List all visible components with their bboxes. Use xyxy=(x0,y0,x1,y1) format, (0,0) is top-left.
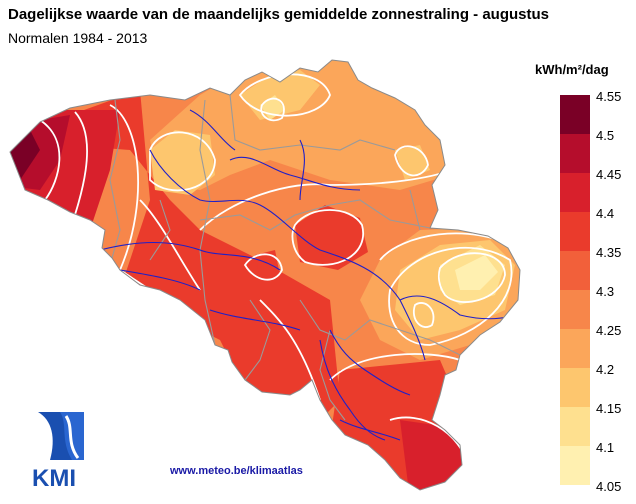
legend-label: 4.25 xyxy=(596,323,622,338)
legend-swatch xyxy=(560,95,590,134)
legend-label: 4.15 xyxy=(596,401,622,416)
legend-label: 4.3 xyxy=(596,284,615,299)
legend-label: 4.05 xyxy=(596,479,622,494)
legend-swatch xyxy=(560,368,590,407)
legend-swatch xyxy=(560,290,590,329)
legend-swatch xyxy=(560,173,590,212)
map-subtitle: Normalen 1984 - 2013 xyxy=(8,30,148,46)
legend-label: 4.35 xyxy=(596,245,622,260)
legend-label: 4.2 xyxy=(596,362,615,377)
legend-swatch xyxy=(560,329,590,368)
legend-label: 4.5 xyxy=(596,128,615,143)
legend-swatch xyxy=(560,251,590,290)
legend-swatch xyxy=(560,134,590,173)
legend-swatch xyxy=(560,407,590,446)
kmi-logo: KMI xyxy=(32,412,84,490)
klimaatlas-link[interactable]: www.meteo.be/klimaatlas xyxy=(170,465,303,477)
legend-swatch xyxy=(560,446,590,485)
legend-swatch xyxy=(560,212,590,251)
legend-unit: kWh/m²/dag xyxy=(535,62,609,77)
legend-colorbar xyxy=(560,95,590,485)
legend-label: 4.1 xyxy=(596,440,615,455)
map-title: Dagelijkse waarde van de maandelijks gem… xyxy=(8,6,549,23)
legend-label: 4.4 xyxy=(596,206,615,221)
logo-text: KMI xyxy=(32,465,76,490)
legend-label: 4.55 xyxy=(596,89,622,104)
legend-label: 4.45 xyxy=(596,167,622,182)
